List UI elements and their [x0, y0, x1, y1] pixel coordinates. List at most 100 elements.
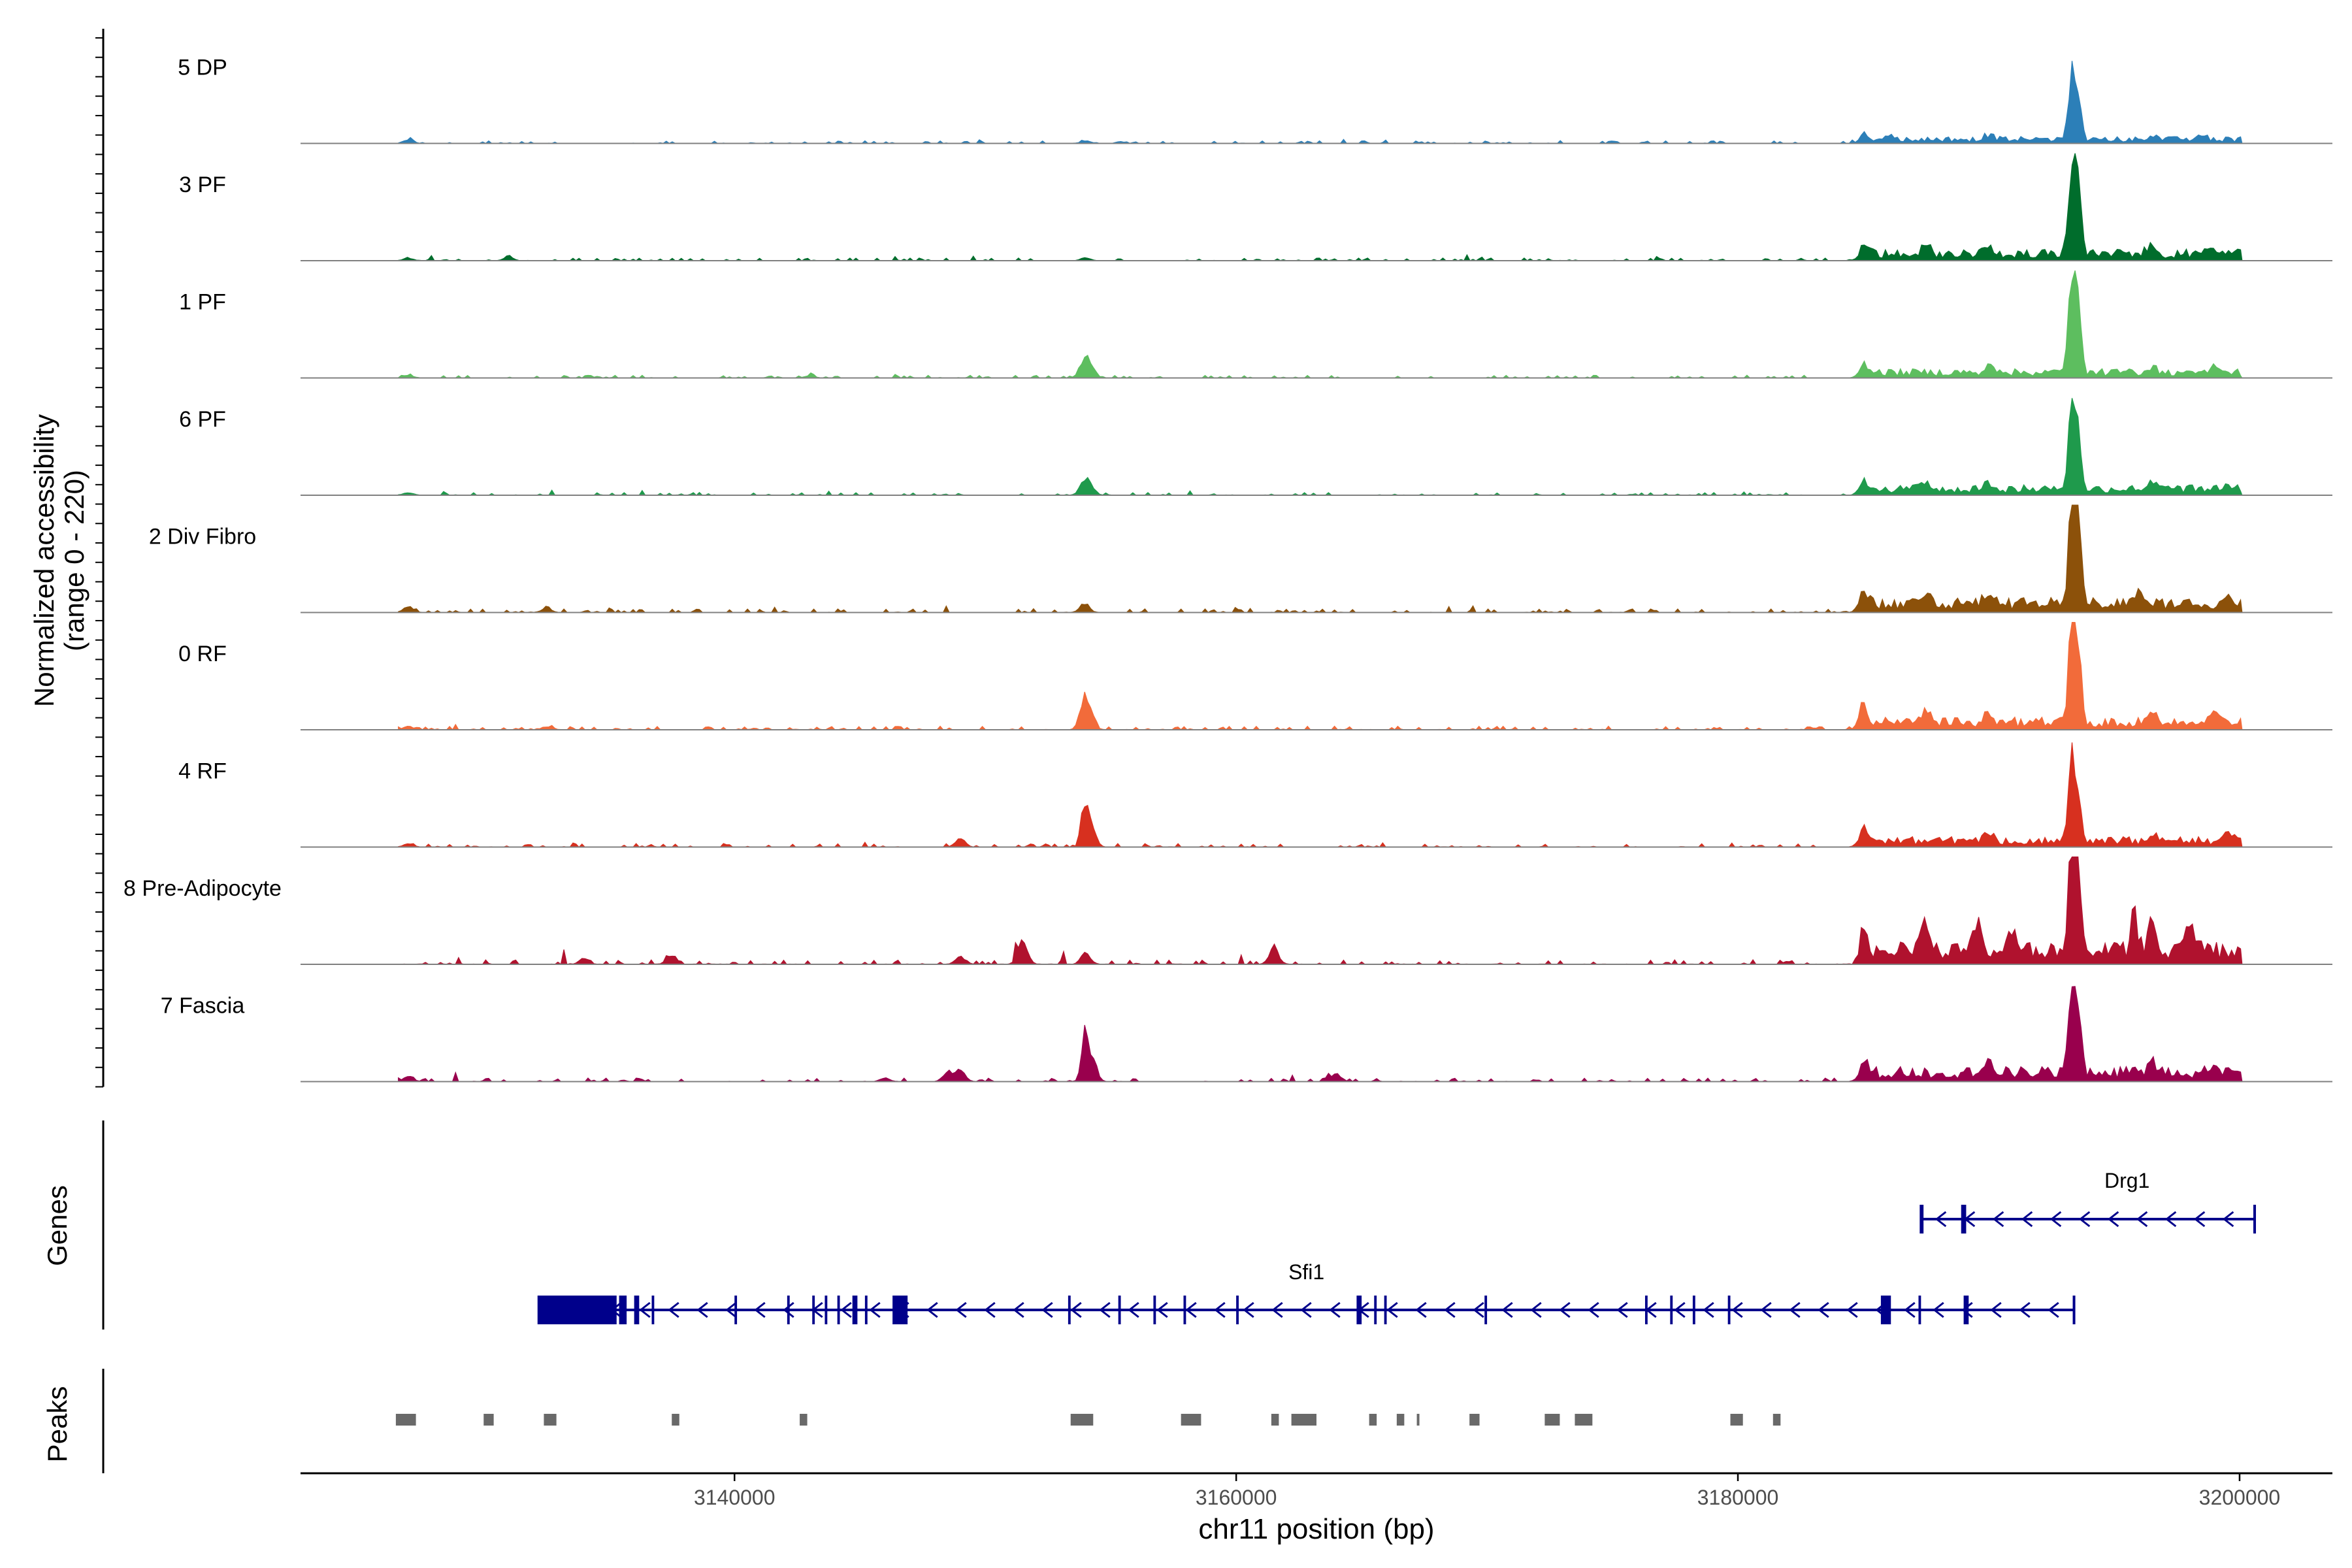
gene-exon: [1918, 1296, 1921, 1324]
x-tick-label: 3180000: [1697, 1486, 1779, 1509]
peak-block: [544, 1414, 557, 1426]
track-5-dp: 5 DP: [178, 56, 2332, 144]
gene-exon: [619, 1296, 627, 1324]
track-label: 7 Fascia: [161, 994, 245, 1019]
gene-exon: [1963, 1296, 1969, 1324]
strand-arrow: [1501, 1301, 1513, 1318]
strand-arrow: [1760, 1301, 1772, 1318]
track-1-pf: 1 PF: [179, 270, 2332, 379]
strand-arrow: [1530, 1301, 1542, 1318]
strand-arrow: [1846, 1301, 1858, 1318]
track-2-div-fibro: 2 Div Fibro: [149, 504, 2332, 613]
gene-drg1: Drg1: [1919, 1169, 2256, 1233]
strand-arrow: [1214, 1301, 1226, 1318]
strand-arrow: [1300, 1301, 1312, 1318]
peak-block: [1271, 1414, 1279, 1426]
strand-arrow: [1703, 1301, 1714, 1318]
track-signal-area: [398, 504, 2243, 613]
x-tick-label: 3140000: [694, 1486, 776, 1509]
track-label: 1 PF: [179, 290, 226, 315]
peak-block: [483, 1414, 494, 1426]
track-label: 3 PF: [179, 172, 226, 197]
peak-block: [1181, 1414, 1201, 1426]
strand-arrow: [2078, 1211, 2091, 1228]
strand-arrow: [1933, 1301, 1944, 1318]
strand-arrow: [1904, 1301, 1916, 1318]
peak-block: [672, 1414, 679, 1426]
gene-exon: [787, 1296, 790, 1324]
strand-arrow: [1156, 1301, 1168, 1318]
strand-arrow: [984, 1301, 996, 1318]
track-6-pf: 6 PF: [179, 398, 2332, 496]
track-label: 2 Div Fibro: [149, 525, 256, 549]
track-signal-area: [398, 270, 2243, 379]
peak-block: [395, 1414, 416, 1426]
strand-arrow: [1992, 1211, 2004, 1228]
gene-exon: [1921, 1205, 1924, 1233]
strand-arrow: [926, 1301, 938, 1318]
gene-exon: [825, 1296, 828, 1324]
strand-arrow: [955, 1301, 967, 1318]
strand-arrow: [1013, 1301, 1024, 1318]
track-3-pf: 3 PF: [179, 153, 2332, 261]
gene-annotation-track: Sfi1 Drg1: [102, 1120, 2256, 1330]
strand-arrow: [1243, 1301, 1254, 1318]
strand-arrow: [1616, 1301, 1628, 1318]
gene-exon: [837, 1296, 840, 1324]
strand-arrow: [1961, 1301, 1973, 1318]
track-0-rf: 0 RF: [178, 622, 2332, 730]
strand-arrow: [2107, 1211, 2119, 1228]
strand-arrow: [2222, 1211, 2234, 1228]
strand-arrow: [668, 1301, 679, 1318]
strand-arrow: [1271, 1301, 1283, 1318]
peak-block: [1730, 1414, 1743, 1426]
peak-block: [1772, 1414, 1781, 1426]
track-signal-area: [398, 398, 2243, 496]
axes: 3140000 3160000 3180000 3200000: [95, 29, 2332, 1509]
gene-sfi1: Sfi1: [537, 1260, 2076, 1324]
strand-arrow: [1731, 1301, 1743, 1318]
gene-exon: [1118, 1296, 1121, 1324]
gene-exon: [1484, 1296, 1488, 1324]
gene-exon: [1374, 1296, 1377, 1324]
strand-arrow: [2136, 1211, 2148, 1228]
track-label: 5 DP: [178, 56, 227, 80]
gene-exon: [892, 1296, 908, 1324]
peak-block: [1575, 1414, 1593, 1426]
track-signal-area: [398, 622, 2243, 730]
strand-arrow: [1070, 1301, 1082, 1318]
track-signal-area: [398, 153, 2243, 261]
peaks-track-label: Peaks: [42, 1386, 73, 1463]
strand-arrow: [840, 1301, 852, 1318]
gene-exon: [734, 1296, 738, 1324]
track-8-pre-adipocyte: 8 Pre-Adipocyte: [123, 857, 2332, 965]
strand-arrow: [1041, 1301, 1053, 1318]
gene-label: Drg1: [2104, 1169, 2149, 1192]
strand-arrow: [2019, 1301, 2031, 1318]
gene-exon: [812, 1296, 815, 1324]
strand-arrow: [1128, 1301, 1139, 1318]
gene-exon: [864, 1296, 868, 1324]
peaks-track: [102, 1369, 1781, 1473]
track-4-rf: 4 RF: [178, 742, 2332, 848]
strand-arrow: [725, 1301, 737, 1318]
x-tick-label: 3160000: [1196, 1486, 1277, 1509]
strand-arrow: [1329, 1301, 1341, 1318]
gene-exon: [1961, 1205, 1967, 1233]
gene-exon: [1670, 1296, 1673, 1324]
strand-arrow: [1473, 1301, 1484, 1318]
track-signal-area: [398, 61, 2243, 144]
strand-arrow: [1386, 1301, 1398, 1318]
strand-arrow: [2164, 1211, 2177, 1228]
strand-arrow: [1990, 1301, 2002, 1318]
gene-exon: [1384, 1296, 1387, 1324]
track-7-fascia: 7 Fascia: [161, 986, 2332, 1083]
genes-track-label: Genes: [42, 1185, 73, 1266]
x-tick-label: 3200000: [2199, 1486, 2281, 1509]
strand-arrow: [1935, 1211, 1947, 1228]
gene-exon: [538, 1296, 617, 1324]
x-axis-label: chr11 position (bp): [1198, 1513, 1434, 1545]
strand-arrow: [639, 1301, 651, 1318]
gene-exon: [1153, 1296, 1156, 1324]
